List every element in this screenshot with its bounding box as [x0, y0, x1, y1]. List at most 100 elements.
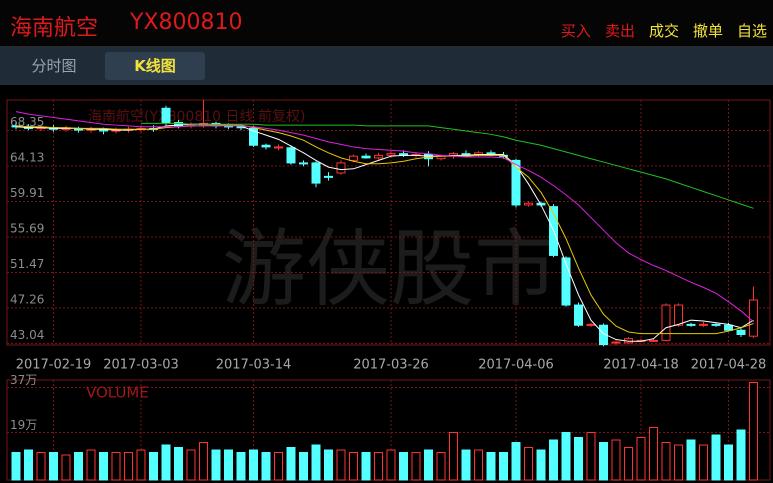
volume-bar [349, 452, 358, 481]
volume-bar [49, 452, 58, 481]
volume-bar [499, 452, 508, 481]
candle-body [349, 155, 358, 161]
watermark: 游侠股市 [222, 220, 558, 318]
moving-average-line [141, 122, 754, 209]
candle-body [524, 202, 533, 206]
tab[interactable]: 分时图 [31, 57, 77, 75]
volume-bar [436, 452, 446, 481]
volume-bar [36, 452, 46, 481]
x-tick-label: 2017-04-28 [691, 358, 767, 373]
volume-bar [674, 444, 683, 481]
candle-body [736, 329, 746, 335]
candle-body [674, 304, 683, 326]
volume-bar [461, 449, 471, 481]
volume-bar [599, 442, 608, 481]
volume-bar [274, 452, 283, 481]
candle-body [649, 339, 658, 342]
candle-body [336, 162, 346, 174]
candle-body [574, 304, 583, 326]
tab-active[interactable]: K线图 [105, 52, 205, 80]
candle-body [286, 147, 296, 164]
chart-title: 海南航空(YX800810 日线 前复权) [88, 108, 305, 125]
cancel-button[interactable]: 撤单 [692, 22, 723, 40]
volume-bar [11, 452, 21, 481]
candle-body [711, 323, 721, 326]
volume-bar [99, 452, 108, 481]
candle-body [161, 107, 171, 124]
volume-bar [724, 444, 733, 481]
volume-bar [486, 452, 496, 481]
volume-bar [374, 452, 383, 481]
volume-bar [586, 432, 596, 481]
volume-bar [624, 447, 633, 481]
watchlist-button[interactable]: 自选 [736, 22, 767, 40]
moving-average-line [15, 111, 754, 323]
y-tick-label: 37万 [10, 373, 37, 387]
y-tick-label: 19万 [10, 418, 37, 432]
x-tick-label: 2017-04-06 [478, 358, 554, 373]
volume-bar [636, 437, 646, 481]
top-bar: 海南航空 YX800810 买入 卖出 成交 撤单 自选 [0, 0, 773, 47]
x-tick-label: 2017-03-03 [103, 358, 179, 373]
volume-bar [474, 449, 483, 481]
volume-bar [236, 452, 246, 481]
volume-bar [736, 429, 746, 481]
volume-bar [311, 444, 321, 481]
volume-bar [286, 447, 296, 481]
actions: 买入 卖出 成交 撤单 自选 [561, 20, 767, 41]
volume-bar [699, 444, 708, 481]
volume-bar [361, 452, 371, 481]
sell-button[interactable]: 卖出 [604, 22, 635, 40]
volume-bar [186, 449, 196, 481]
y-tick-label: 47.26 [10, 292, 44, 306]
candle-body [586, 323, 596, 326]
candle-body [249, 127, 258, 146]
volume-bar [611, 439, 621, 481]
volume-bar [199, 442, 208, 481]
volume-bar [111, 452, 121, 481]
volume-bar [661, 442, 671, 481]
candle-body [511, 159, 521, 206]
deals-button[interactable]: 成交 [648, 22, 679, 40]
y-tick-label: 43.04 [10, 328, 44, 342]
candle-body [274, 146, 283, 149]
volume-bar [86, 449, 96, 481]
volume-bar [174, 447, 183, 481]
candle-body [386, 153, 396, 156]
x-tick-label: 2017-02-19 [16, 358, 92, 373]
volume-label: VOLUME [86, 384, 149, 402]
volume-bar [449, 432, 458, 481]
volume-bar [536, 449, 546, 481]
volume-bar [74, 452, 83, 481]
moving-average-line [15, 124, 754, 335]
candle-body [324, 175, 333, 178]
candle-body [561, 257, 571, 306]
buy-button[interactable]: 买入 [560, 22, 591, 40]
y-tick-label: 55.69 [10, 222, 44, 236]
volume-bar [411, 452, 421, 481]
volume-bar [124, 452, 133, 481]
volume-bar [249, 449, 258, 481]
chart: 游侠股市 海南航空(YX800810 日线 前复权) 43.04 47.26 51.… [6, 99, 771, 481]
volume-bar [424, 449, 433, 481]
volume-bar [336, 449, 346, 481]
candle-body [661, 304, 671, 341]
volume-bar [686, 439, 696, 481]
volume-bar [224, 449, 233, 481]
stock-code: YX800810 [130, 10, 243, 35]
stock-name: 海南航空 [10, 16, 99, 41]
volume-bar [549, 439, 558, 481]
volume-bar [749, 382, 758, 481]
volume-bar [711, 434, 721, 481]
price-panel [6, 99, 771, 346]
candle-body [599, 324, 608, 346]
volume-bar [149, 452, 158, 481]
volume-bar [61, 454, 71, 481]
volume-bar [399, 452, 408, 481]
volume-bar [649, 427, 658, 481]
candle-body [174, 122, 183, 127]
tab-bar: 分时图 K线图 [0, 47, 773, 85]
volume-bar [386, 449, 396, 481]
candle-body [374, 154, 383, 159]
